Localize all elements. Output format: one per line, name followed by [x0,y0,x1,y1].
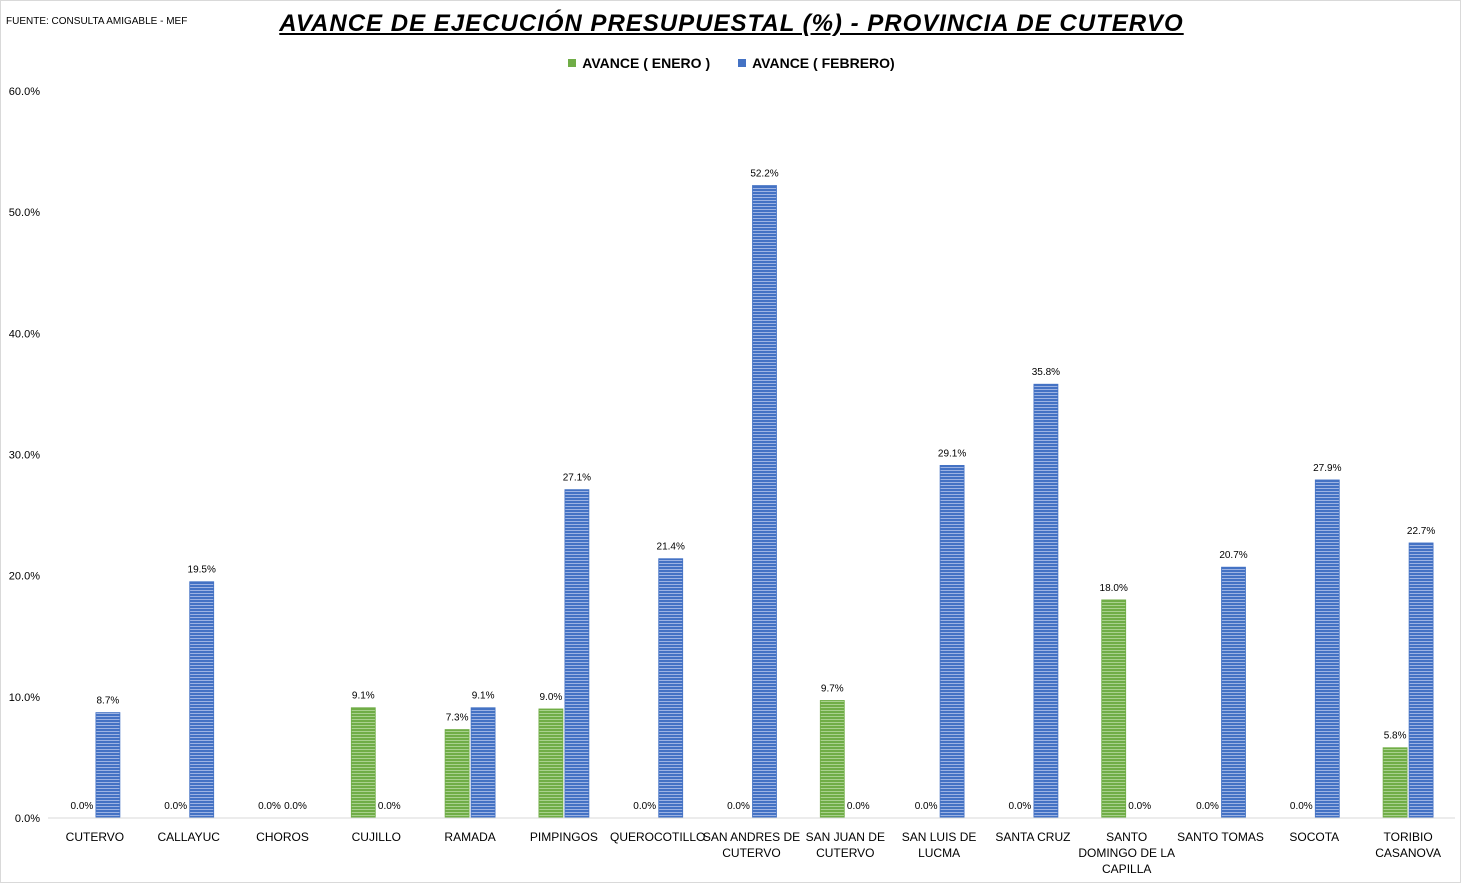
data-label-febrero: 0.0% [847,801,870,812]
bar-febrero [189,581,215,819]
legend-label-febrero: AVANCE ( FEBRERO) [752,55,895,71]
y-tick-label: 40.0% [9,328,40,340]
data-label-enero: 0.0% [1290,801,1313,812]
x-tick-label: PIMPINGOS [530,830,598,844]
data-label-febrero: 0.0% [284,801,307,812]
chart-legend: AVANCE ( ENERO ) AVANCE ( FEBRERO) [0,55,1463,71]
legend-swatch-enero [568,59,577,67]
data-label-febrero: 22.7% [1407,526,1435,537]
bar-febrero [564,489,590,819]
data-label-febrero: 8.7% [97,696,120,707]
bar-enero [819,700,845,819]
data-label-febrero: 52.2% [750,169,778,180]
data-label-febrero: 27.9% [1313,463,1341,474]
data-label-enero: 9.7% [821,683,844,694]
data-label-febrero: 21.4% [657,542,685,553]
bar-febrero [95,712,121,819]
y-tick-label: 20.0% [9,571,40,583]
bars: 0.0%8.7%0.0%19.5%0.0% 0.0%9.1%0.0%7.3%9.1… [71,169,1435,819]
y-tick-label: 50.0% [9,207,40,219]
data-label-enero: 0.0% [1196,801,1219,812]
bar-febrero [470,707,496,819]
data-label-enero: 0.0% [1009,801,1032,812]
chart-title: AVANCE DE EJECUCIÓN PRESUPUESTAL (%) - P… [279,10,1184,37]
bar-febrero [658,558,684,819]
data-label-febrero: 35.8% [1032,367,1060,378]
x-tick-label: SAN LUIS DE LUCMA [902,830,977,860]
bar-enero [1101,599,1127,819]
data-label-febrero: 9.1% [472,691,495,702]
x-tick-label: SOCOTA [1289,830,1339,844]
bar-febrero [1408,542,1434,819]
data-label-enero: 5.8% [1384,731,1407,742]
bar-febrero [939,465,965,819]
x-tick-label: SANTO TOMAS [1177,830,1264,844]
y-tick-label: 30.0% [9,450,40,462]
data-label-enero: 0.0% [633,801,656,812]
y-tick-label: 60.0% [9,86,40,98]
x-tick-label: CUJILLO [352,830,401,844]
legend-item-enero: AVANCE ( ENERO ) [568,55,710,71]
data-label-febrero: 27.1% [563,473,591,484]
bar-febrero [1221,566,1246,819]
data-label-enero: 9.0% [540,692,563,703]
bar-enero [1382,747,1408,819]
data-label-enero: 0.0% [164,801,187,812]
data-label-enero: 0.0% [727,801,750,812]
data-label-enero: 18.0% [1100,583,1128,594]
data-label-febrero: 0.0% [1128,801,1151,812]
data-label-febrero: 29.1% [938,448,966,459]
bar-febrero [1314,479,1340,819]
data-label-enero: 9.1% [352,691,375,702]
x-tick-label: SAN JUAN DE CUTERVO [806,830,885,860]
bar-enero [538,708,564,819]
data-label-enero: 0.0% [71,801,94,812]
bar-febrero [752,185,777,819]
x-tick-label: SAN ANDRES DE CUTERVO [703,830,800,860]
data-label-febrero: 0.0% [378,801,401,812]
legend-label-enero: AVANCE ( ENERO ) [582,55,711,71]
bar-febrero [1033,383,1059,819]
data-label-enero: 7.3% [446,713,469,724]
x-axis: CUTERVO CALLAYUC CHOROS CUJILLO RAMADA PIMPIN… [48,817,1455,876]
data-label-febrero: 20.7% [1219,550,1247,561]
y-axis: 0.0% 10.0% 20.0% 30.0% 40.0% 50.0% 60.0% [9,86,40,825]
legend-swatch-febrero [738,59,747,67]
x-tick-label: SANTO DOMINGO DE LA CAPILLA [1078,830,1175,876]
source-note: FUENTE: CONSULTA AMIGABLE - MEF [6,16,188,27]
legend-item-febrero: AVANCE ( FEBRERO) [738,55,895,71]
y-tick-label: 0.0% [15,813,40,825]
y-tick-label: 10.0% [9,692,40,704]
x-tick-label: SANTA CRUZ [995,830,1070,844]
x-tick-label: TORIBIO CASANOVA [1375,830,1441,860]
bar-enero [444,729,470,819]
x-tick-label: RAMADA [444,830,495,844]
data-label-febrero: 19.5% [188,565,216,576]
x-tick-label: CHOROS [256,830,309,844]
x-tick-label: CALLAYUC [157,830,220,844]
bar-enero [350,707,376,819]
x-tick-label: QUEROCOTILLO [610,830,705,844]
data-label-enero: 0.0% [915,801,938,812]
x-tick-label: CUTERVO [66,830,124,844]
data-label-enero: 0.0% [258,801,281,812]
